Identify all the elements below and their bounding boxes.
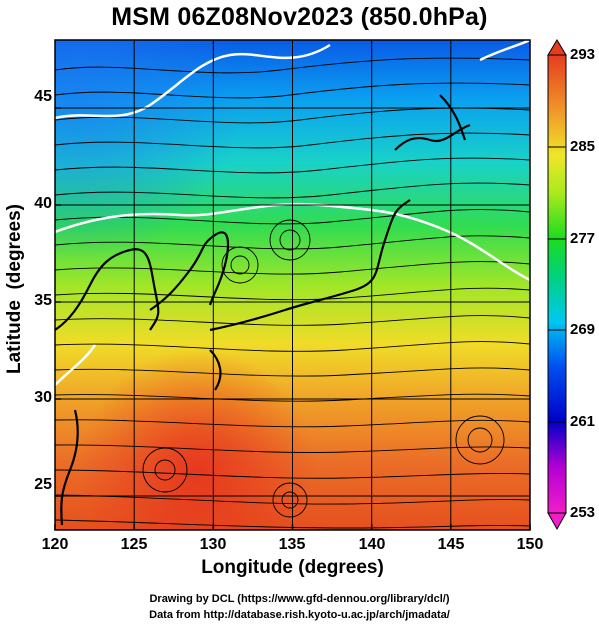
- colorbar-tick-label: 285: [570, 138, 596, 155]
- y-axis-label: Latitude (degrees): [4, 204, 25, 374]
- map-frame: [54, 39, 531, 531]
- credit-data: Data from http://database.rish.kyoto-u.a…: [149, 609, 450, 621]
- colorbar-tick-label: 253: [570, 504, 596, 521]
- colorbar-tick-label: 293: [570, 46, 596, 63]
- x-tick-label: 150: [516, 536, 544, 553]
- colorbar-tick-label: 277: [570, 230, 596, 247]
- map-title: MSM 06Z08Nov2023 (850.0hPa): [111, 3, 488, 31]
- x-tick-label: 120: [41, 536, 69, 553]
- y-tick-label: 25: [34, 476, 52, 493]
- coastlines: [55, 94, 471, 526]
- credit-drawing: Drawing by DCL (https://www.gfd-dennou.o…: [149, 593, 450, 605]
- colorbar: [547, 39, 567, 531]
- x-tick-label: 125: [120, 536, 148, 553]
- y-tick-label: 35: [34, 292, 52, 309]
- wind-streamlines: [55, 57, 530, 529]
- lat-lon-grid: [55, 40, 530, 530]
- y-tick-label: 40: [34, 195, 52, 212]
- x-tick-label: 145: [437, 536, 465, 553]
- x-axis-label: Longitude (degrees): [201, 557, 384, 578]
- y-tick-label: 45: [34, 88, 52, 105]
- x-tick-label: 135: [278, 536, 306, 553]
- colorbar-tick-label: 269: [570, 321, 596, 338]
- y-tick-label: 30: [34, 389, 52, 406]
- x-tick-label: 140: [358, 536, 386, 553]
- x-tick-label: 130: [199, 536, 227, 553]
- colorbar-tick-label: 261: [570, 413, 596, 430]
